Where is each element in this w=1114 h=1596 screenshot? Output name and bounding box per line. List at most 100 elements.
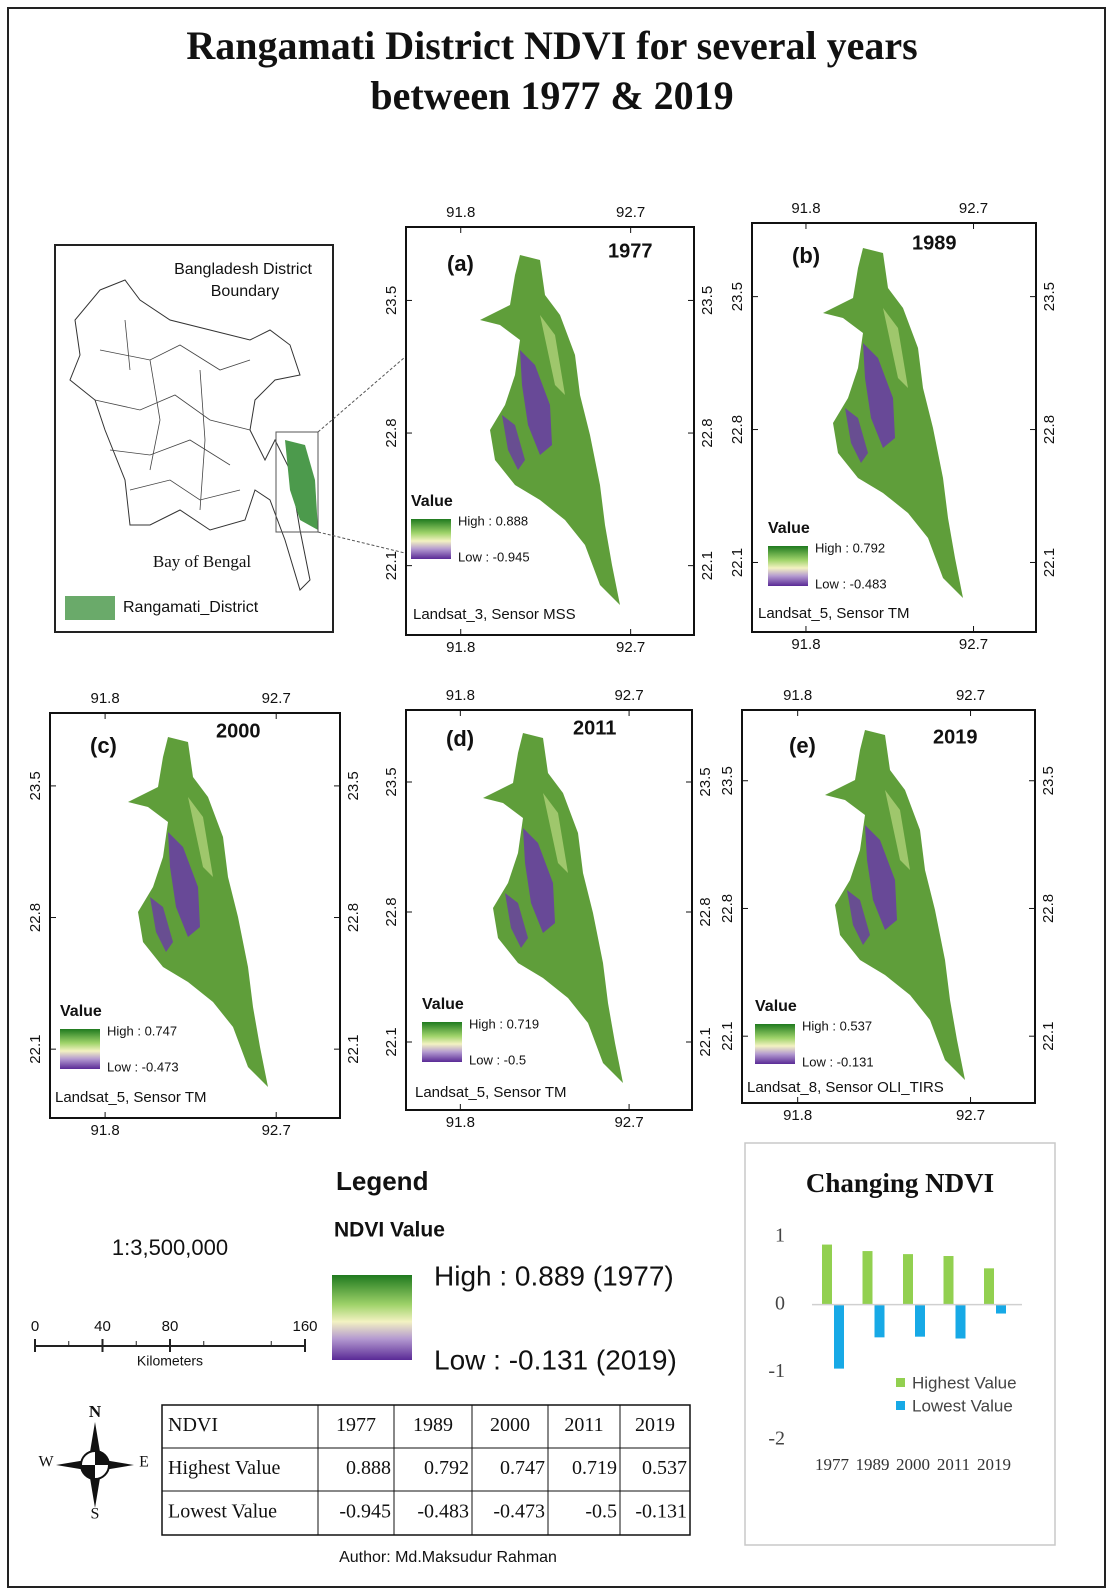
table-header: NDVI <box>168 1414 218 1436</box>
table-cell: 0.719 <box>572 1457 617 1479</box>
legend-subtitle: NDVI Value <box>334 1219 445 1242</box>
lat-label: 23.5 <box>699 286 716 315</box>
district-boundaries <box>94 319 251 511</box>
lat-label: 23.5 <box>27 771 44 800</box>
bar <box>955 1304 966 1339</box>
author: Author: Md.Maksudur Rahman <box>339 1549 557 1566</box>
inset-label: Bangladesh District <box>174 261 312 278</box>
lat-label: 22.1 <box>27 1035 44 1064</box>
x-tick-label: 2000 <box>896 1455 930 1474</box>
lat-label: 22.1 <box>729 548 746 577</box>
north-arrow <box>56 1422 134 1508</box>
panel-tag: (d) <box>446 726 474 751</box>
scale-unit: Kilometers <box>137 1353 203 1369</box>
table-cell: 0.537 <box>642 1457 687 1479</box>
table-cell: -0.5 <box>585 1501 617 1523</box>
lat-label: 22.1 <box>719 1022 736 1051</box>
bar <box>862 1251 873 1305</box>
lat-label: 23.5 <box>345 771 362 800</box>
lat-label: 22.8 <box>729 415 746 444</box>
lon-label: 91.8 <box>791 636 820 653</box>
table-cell: Lowest Value <box>168 1501 277 1523</box>
x-tick-label: 2011 <box>937 1455 970 1474</box>
y-tick-label: -1 <box>768 1360 785 1382</box>
panel-legend-title: Value <box>422 996 464 1013</box>
panel-legend-ramp <box>768 546 808 586</box>
lat-label: 22.1 <box>699 551 716 580</box>
lat-label: 23.5 <box>383 767 400 796</box>
lon-label: 92.7 <box>616 204 645 221</box>
inset-legend-swatch <box>65 596 115 620</box>
x-tick-label: 2019 <box>977 1455 1011 1474</box>
panel-year: 2011 <box>573 717 616 739</box>
panel-legend-title: Value <box>755 998 797 1015</box>
x-tick-label: 1989 <box>856 1455 890 1474</box>
scale-label: 160 <box>292 1318 317 1335</box>
panel-legend-high: High : 0.888 <box>458 513 528 528</box>
lat-label: 22.1 <box>383 1027 400 1056</box>
bar <box>915 1304 925 1337</box>
panel-tag: (e) <box>789 733 816 758</box>
panel-sensor: Landsat_5, Sensor TM <box>758 605 909 622</box>
lat-label: 22.1 <box>345 1035 362 1064</box>
lat-label: 22.8 <box>699 418 716 447</box>
legend-low: Low : -0.131 (2019) <box>434 1344 677 1375</box>
panel-year: 2000 <box>216 720 261 742</box>
table-cell: 0.792 <box>424 1457 469 1479</box>
panel-tag: (b) <box>792 243 820 268</box>
lon-label: 92.7 <box>956 687 985 704</box>
legend-swatch <box>896 1378 905 1387</box>
country-outline <box>69 279 311 591</box>
lon-label: 91.8 <box>90 1122 119 1139</box>
lat-label: 22.8 <box>383 418 400 447</box>
lon-label: 92.7 <box>614 687 643 704</box>
panel-legend-high: High : 0.792 <box>815 540 885 555</box>
lon-label: 92.7 <box>614 1114 643 1131</box>
lat-label: 23.5 <box>383 286 400 315</box>
lat-label: 22.8 <box>27 903 44 932</box>
table-cell: Highest Value <box>168 1457 281 1479</box>
lon-label: 92.7 <box>956 1107 985 1124</box>
bar <box>943 1256 954 1305</box>
legend-ramp <box>332 1275 412 1360</box>
sea-label: Bay of Bengal <box>153 552 251 571</box>
lon-label: 92.7 <box>262 690 291 707</box>
panel-legend-low: Low : -0.473 <box>107 1059 179 1074</box>
title-line: Rangamati District NDVI for several year… <box>186 23 917 68</box>
lat-label: 22.8 <box>345 903 362 932</box>
extent-box <box>275 431 319 533</box>
lat-label: 23.5 <box>697 767 714 796</box>
lon-label: 92.7 <box>616 639 645 656</box>
chart-frame <box>744 1142 1056 1546</box>
panel-legend-ramp <box>422 1022 462 1062</box>
panel-legend-low: Low : -0.945 <box>458 549 530 564</box>
legend-label: Lowest Value <box>912 1396 1013 1415</box>
bar <box>996 1304 1006 1314</box>
x-tick-label: 1977 <box>815 1455 850 1474</box>
legend-swatch <box>896 1401 905 1410</box>
legend-label: Highest Value <box>912 1373 1017 1392</box>
panel-tag: (c) <box>90 733 117 758</box>
legend-high: High : 0.889 (1977) <box>434 1260 674 1291</box>
lon-label: 91.8 <box>446 1114 475 1131</box>
table-header: 1989 <box>413 1414 453 1436</box>
panel-legend-low: Low : -0.131 <box>802 1054 874 1069</box>
panel-sensor: Landsat_5, Sensor TM <box>415 1084 566 1101</box>
lon-label: 91.8 <box>783 687 812 704</box>
table-header: 2000 <box>490 1414 530 1436</box>
lat-label: 23.5 <box>1041 282 1058 311</box>
compass-w: W <box>38 1454 54 1471</box>
panel-legend-title: Value <box>411 493 453 510</box>
panel-sensor: Landsat_5, Sensor TM <box>55 1089 206 1106</box>
inset-label: Boundary <box>211 283 280 300</box>
bar <box>984 1268 994 1305</box>
panel-legend-ramp <box>411 519 451 559</box>
compass-e: E <box>139 1454 149 1471</box>
bar <box>903 1254 913 1305</box>
chart-title: Changing NDVI <box>806 1168 994 1198</box>
lat-label: 23.5 <box>729 282 746 311</box>
rangamati-inset <box>285 440 318 530</box>
scale-label: 80 <box>162 1318 179 1335</box>
poster-border <box>7 7 1106 1588</box>
panel-legend-title: Value <box>768 520 810 537</box>
